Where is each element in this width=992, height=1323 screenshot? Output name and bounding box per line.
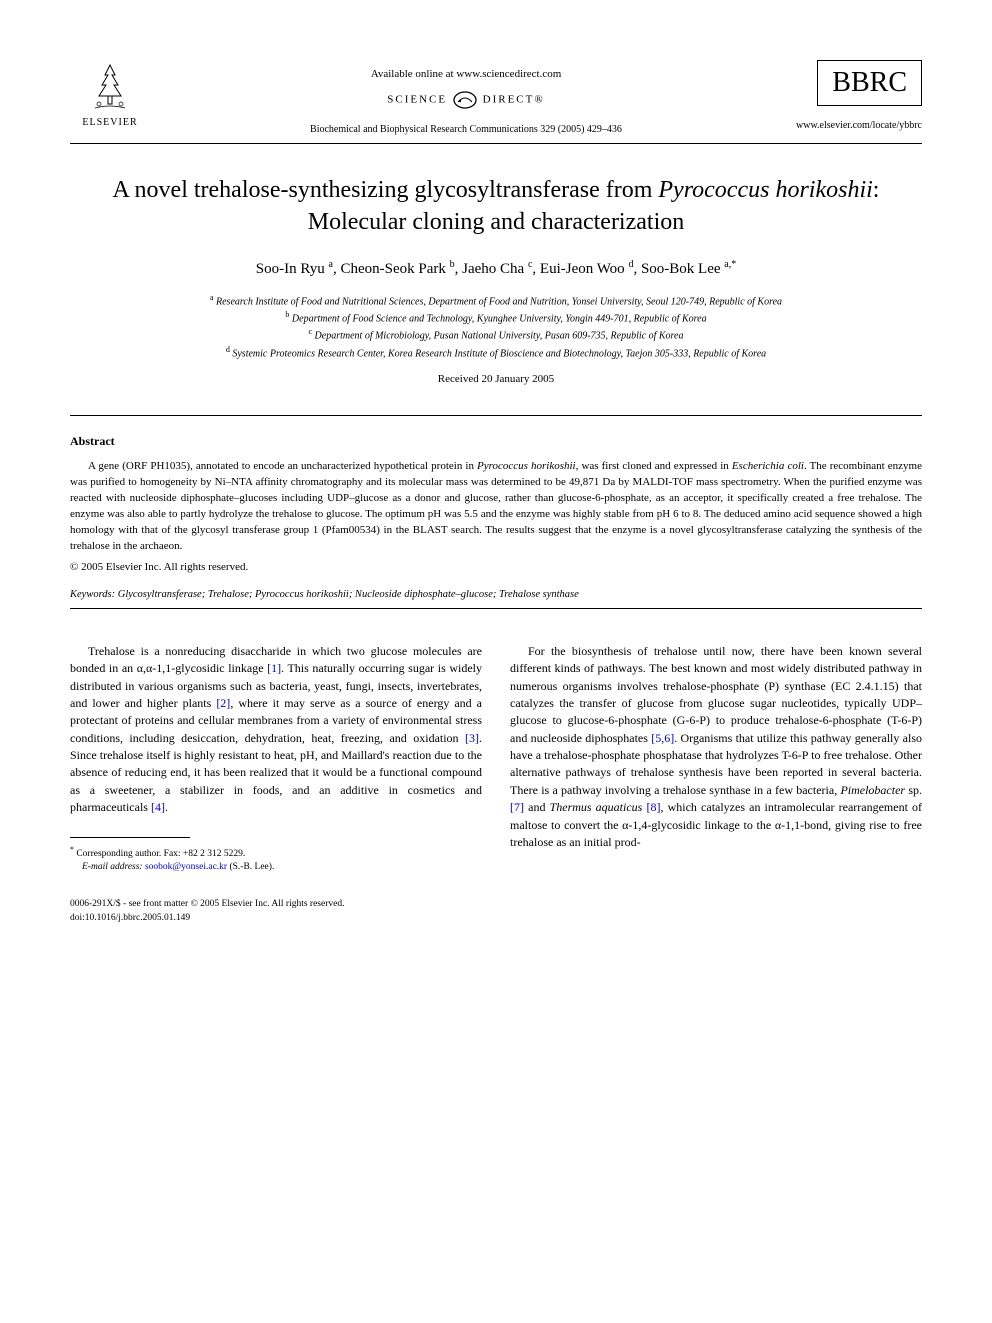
science-direct-logo: SCIENCE DIRECT®	[150, 90, 782, 110]
sciencedirect-swirl-icon	[452, 90, 478, 110]
header-center: Available online at www.sciencedirect.co…	[150, 60, 782, 135]
journal-reference: Biochemical and Biophysical Research Com…	[150, 124, 782, 135]
left-column: Trehalose is a nonreducing disaccharide …	[70, 643, 482, 925]
publisher-logo: ELSEVIER	[70, 60, 150, 128]
abstract-bottom-divider	[70, 608, 922, 609]
citation-link[interactable]: [2]	[216, 696, 230, 710]
author: Jaeho Cha c	[462, 261, 532, 277]
footer-block: 0006-291X/$ - see front matter © 2005 El…	[70, 898, 482, 925]
front-matter-line: 0006-291X/$ - see front matter © 2005 El…	[70, 898, 482, 911]
author: Soo-Bok Lee a,*	[641, 261, 736, 277]
body-columns: Trehalose is a nonreducing disaccharide …	[70, 643, 922, 925]
copyright-line: © 2005 Elsevier Inc. All rights reserved…	[70, 561, 922, 573]
footnote-rule	[70, 837, 190, 838]
email-link[interactable]: soobok@yonsei.ac.kr	[145, 862, 227, 872]
title-part1: A novel trehalose-synthesizing glycosylt…	[113, 177, 659, 203]
citation-link[interactable]: [5,6]	[651, 731, 674, 745]
abstract-body: A gene (ORF PH1035), annotated to encode…	[70, 459, 922, 555]
affiliation: b Department of Food Science and Technol…	[70, 309, 922, 326]
article-title: A novel trehalose-synthesizing glycosylt…	[90, 174, 902, 239]
journal-brand-box: BBRC	[817, 60, 922, 106]
affiliations: a Research Institute of Food and Nutriti…	[70, 292, 922, 361]
received-date: Received 20 January 2005	[70, 373, 922, 385]
sd-text-1: SCIENCE	[387, 94, 447, 106]
header-divider	[70, 143, 922, 144]
body-paragraph: Trehalose is a nonreducing disaccharide …	[70, 643, 482, 817]
page-header: ELSEVIER Available online at www.science…	[70, 60, 922, 135]
author: Eui-Jeon Woo d	[540, 261, 634, 277]
journal-url: www.elsevier.com/locate/ybbrc	[782, 120, 922, 131]
body-paragraph: For the biosynthesis of trehalose until …	[510, 643, 922, 852]
abstract-heading: Abstract	[70, 434, 922, 449]
title-species: Pyrococcus horikoshii	[658, 177, 872, 203]
publisher-name: ELSEVIER	[82, 117, 137, 128]
journal-brand: BBRC www.elsevier.com/locate/ybbrc	[782, 60, 922, 131]
citation-link[interactable]: [1]	[267, 661, 281, 675]
keywords: Keywords: Glycosyltransferase; Trehalose…	[70, 589, 922, 600]
authors-list: Soo-In Ryu a, Cheon-Seok Park b, Jaeho C…	[70, 259, 922, 278]
author: Cheon-Seok Park b	[340, 261, 454, 277]
abstract-top-divider	[70, 415, 922, 416]
affiliation: c Department of Microbiology, Pusan Nati…	[70, 326, 922, 343]
available-online-text: Available online at www.sciencedirect.co…	[150, 68, 782, 80]
citation-link[interactable]: [4]	[151, 800, 165, 814]
elsevier-tree-icon	[85, 60, 135, 115]
author: Soo-In Ryu a	[256, 261, 333, 277]
citation-link[interactable]: [7]	[510, 800, 524, 814]
right-column: For the biosynthesis of trehalose until …	[510, 643, 922, 925]
citation-link[interactable]: [8]	[646, 800, 660, 814]
sd-text-2: DIRECT®	[483, 94, 545, 106]
doi-line: doi:10.1016/j.bbrc.2005.01.149	[70, 912, 482, 925]
citation-link[interactable]: [3]	[465, 731, 479, 745]
keywords-label: Keywords:	[70, 589, 115, 600]
affiliation: d Systemic Proteomics Research Center, K…	[70, 344, 922, 361]
corresponding-author-footnote: * Corresponding author. Fax: +82 2 312 5…	[70, 844, 482, 875]
affiliation: a Research Institute of Food and Nutriti…	[70, 292, 922, 309]
